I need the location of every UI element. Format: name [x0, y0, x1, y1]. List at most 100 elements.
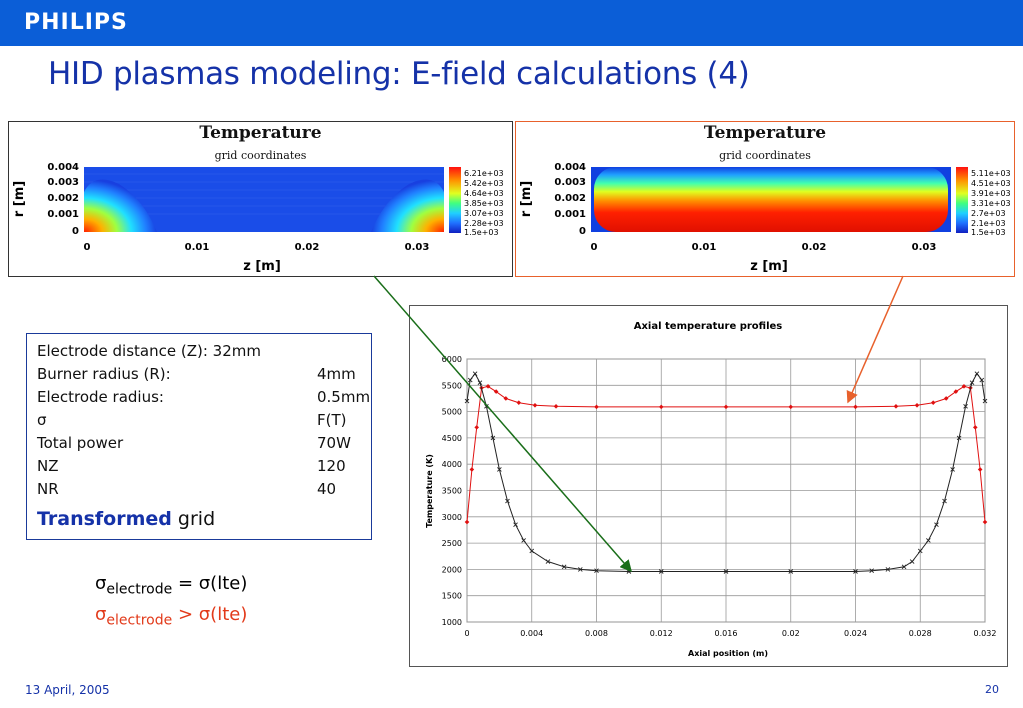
data-point [961, 384, 967, 389]
svg-text:3.91e+03: 3.91e+03 [971, 189, 1011, 198]
svg-text:3.31e+03: 3.31e+03 [971, 199, 1011, 208]
data-point [926, 538, 931, 543]
temperature-panel-left: Temperature grid coordinates [8, 121, 513, 277]
contour-field [594, 167, 948, 232]
svg-text:3.07e+03: 3.07e+03 [464, 209, 504, 218]
temperature-panel-right: Temperature grid coordinates [515, 121, 1015, 277]
param-value: 120 [317, 457, 346, 475]
param-value: 70W [317, 434, 351, 452]
svg-text:4.64e+03: 4.64e+03 [464, 189, 504, 198]
data-point [942, 498, 947, 504]
y-ticks: 0.004 0.003 0.002 0.001 0 [47, 162, 79, 237]
x-tick-label: 0.008 [585, 629, 608, 638]
slide-title: HID plasmas modeling: E-field calculatio… [48, 56, 750, 92]
y-tick-label: 5500 [442, 381, 462, 390]
svg-text:3.85e+03: 3.85e+03 [464, 199, 504, 208]
x-tick-label: 0.004 [520, 629, 543, 638]
svg-text:2.28e+03: 2.28e+03 [464, 219, 504, 228]
svg-text:1.5e+03: 1.5e+03 [464, 228, 499, 237]
svg-text:2.7e+03: 2.7e+03 [971, 209, 1006, 218]
colorbar [956, 167, 968, 233]
x-tick-label: 0.012 [650, 629, 673, 638]
sigma-greater-text: σelectrode > σ(lte) [95, 604, 248, 629]
data-point [950, 467, 955, 472]
param-label: Electrode radius: [37, 388, 164, 406]
colorbar [449, 167, 461, 233]
chart-xlabel: Axial position (m) [688, 649, 768, 658]
param-value: 0.5mm [317, 388, 371, 406]
param-value: F(T) [317, 411, 347, 429]
x-tick-label: 0.016 [715, 629, 738, 638]
data-point [982, 398, 988, 404]
y-tick-label: 4000 [442, 460, 462, 469]
svg-text:6.21e+03: 6.21e+03 [464, 169, 504, 178]
data-point [969, 380, 975, 385]
data-point [788, 569, 794, 574]
data-point [914, 402, 920, 408]
ylabel: r [m] [12, 181, 27, 217]
svg-text:5.42e+03: 5.42e+03 [464, 179, 504, 188]
param-label: NZ [37, 457, 59, 475]
sigma-equal-text: σelectrode = σ(lte) [95, 573, 248, 598]
xlabel: z [m] [750, 259, 788, 274]
svg-text:r [m]: r [m] [12, 181, 27, 217]
param-value: 40 [317, 480, 337, 498]
data-point [982, 519, 988, 525]
x-tick-label: 0.032 [974, 629, 997, 638]
data-point [956, 435, 962, 441]
panel-title: Temperature [703, 123, 827, 143]
brand-logo: PHILIPS [24, 10, 128, 35]
y-tick-label: 1000 [442, 618, 462, 627]
svg-text:0.002: 0.002 [554, 193, 586, 204]
svg-text:0.03: 0.03 [405, 242, 430, 253]
data-point [934, 522, 939, 528]
data-point [977, 467, 983, 472]
svg-text:0: 0 [72, 226, 79, 237]
x-tick-label: 0.02 [782, 629, 800, 638]
data-point [885, 567, 891, 572]
data-point [979, 377, 985, 383]
data-point [723, 569, 729, 574]
data-point [917, 548, 923, 554]
ylabel: r [m] [519, 181, 534, 217]
chart-title: Axial temperature profiles [634, 321, 783, 332]
y-tick-label: 2500 [442, 539, 462, 548]
y-tick-label: 6000 [442, 355, 462, 364]
footer-date: 13 April, 2005 [25, 683, 110, 697]
y-tick-label: 5000 [442, 408, 462, 417]
svg-text:0.002: 0.002 [47, 193, 79, 204]
data-point [909, 559, 915, 564]
svg-text:0: 0 [579, 226, 586, 237]
svg-text:0.004: 0.004 [47, 162, 79, 173]
contour-plot-right: r [m] 0.004 0.003 0.002 0.001 0 0 0.01 0… [519, 162, 1011, 274]
param-label: NR [37, 480, 59, 498]
svg-text:0.003: 0.003 [554, 177, 586, 188]
y-tick-label: 1500 [442, 592, 462, 601]
svg-text:0.001: 0.001 [554, 209, 586, 220]
axial-profile-chart: Axial temperature profiles Temperature (… [409, 305, 1008, 667]
hot-spot-right [371, 179, 444, 232]
param-label: Electrode distance (Z): 32mm [37, 342, 261, 360]
svg-text:0.01: 0.01 [185, 242, 210, 253]
data-point [972, 425, 978, 430]
svg-text:0.004: 0.004 [554, 162, 586, 173]
colorbar-labels: 6.21e+03 5.42e+03 4.64e+03 3.85e+03 3.07… [464, 169, 504, 237]
x-tick-label: 0.024 [844, 629, 867, 638]
x-ticks: 0 0.01 0.02 0.03 [591, 242, 937, 253]
svg-text:0.001: 0.001 [47, 209, 79, 220]
data-point [853, 569, 858, 574]
header-bar: PHILIPS [0, 0, 1023, 46]
svg-text:0.03: 0.03 [912, 242, 937, 253]
y-tick-label: 3500 [442, 487, 462, 496]
svg-text:5.11e+03: 5.11e+03 [971, 169, 1011, 178]
svg-text:0: 0 [591, 242, 598, 253]
y-ticks: 0.004 0.003 0.002 0.001 0 [554, 162, 586, 237]
data-point [869, 568, 875, 574]
y-tick-label: 3000 [442, 513, 462, 522]
svg-text:2.1e+03: 2.1e+03 [971, 219, 1006, 228]
svg-text:0.01: 0.01 [692, 242, 717, 253]
data-point [658, 569, 664, 574]
panel-title: Temperature [199, 123, 322, 143]
data-point [974, 371, 980, 377]
parameters-box: Electrode distance (Z): 32mm Burner radi… [26, 333, 372, 540]
